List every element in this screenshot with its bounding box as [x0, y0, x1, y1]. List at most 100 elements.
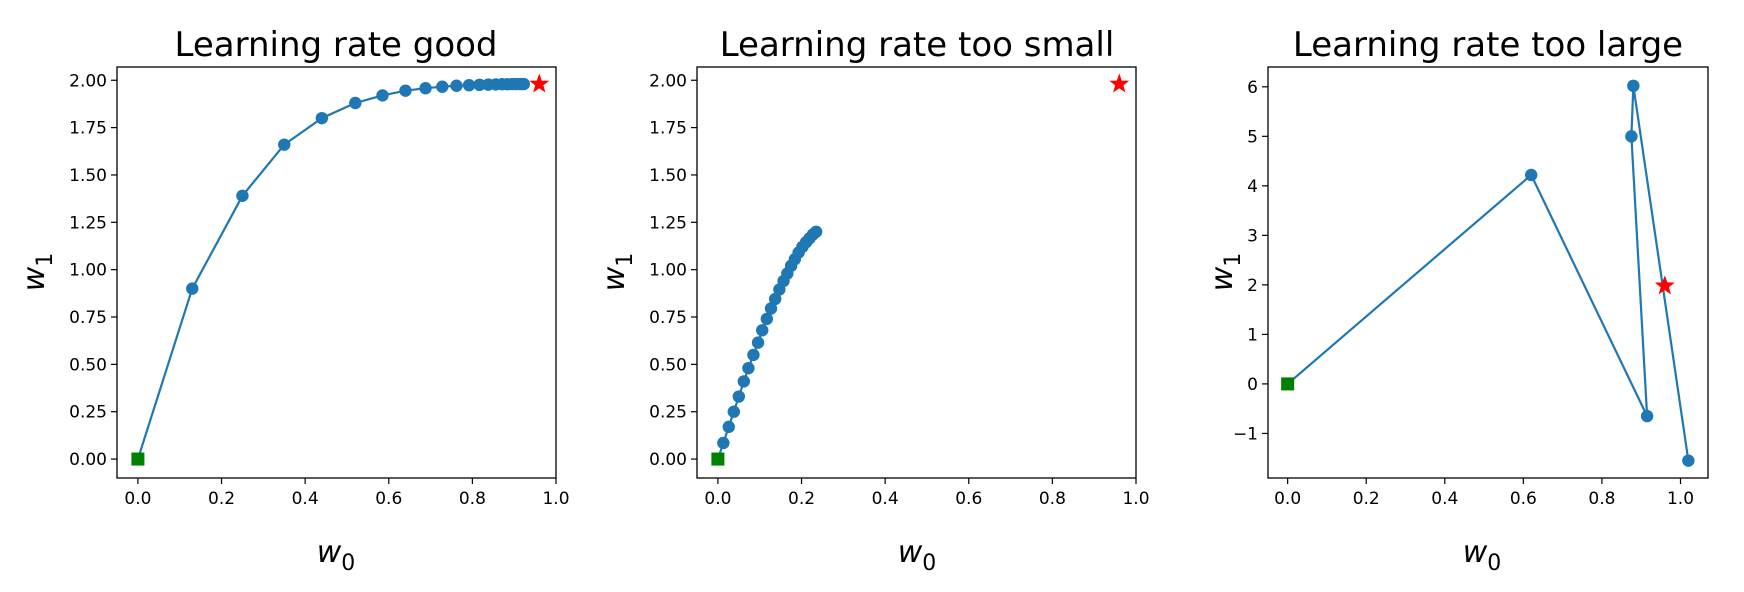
panel-learning-rate-too-large: Learning rate too large 0.0 0.2 0.4 0.6 0.8 1… — [1205, 25, 1709, 576]
x-tick-label: 0.8 — [1039, 489, 1066, 509]
data-point — [809, 225, 823, 238]
data-point — [1627, 79, 1640, 93]
data-point — [732, 390, 746, 403]
plot-area: 0.0 0.2 0.4 0.6 0.8 1.0 0.00 0.25 0.50 0.75 1.00 1.… — [69, 66, 570, 509]
y-tick-label: 1 — [1247, 325, 1258, 345]
data-point — [450, 79, 463, 92]
chart-title: Learning rate good — [174, 25, 497, 65]
y-tick-label: 0.25 — [649, 403, 687, 423]
y-tick-label: 2.00 — [649, 71, 687, 91]
x-tick-label: 0.8 — [459, 489, 486, 509]
data-point — [278, 138, 291, 151]
x-tick-label: 0.6 — [1510, 489, 1537, 509]
x-tick-label: 1.0 — [1122, 489, 1149, 509]
x-tick-label: 0.0 — [1274, 489, 1301, 509]
data-point — [399, 84, 412, 97]
y-tick-label: 0.50 — [69, 355, 107, 375]
y-tick-label: 1.50 — [649, 166, 687, 186]
y-tick-label: 0.00 — [69, 450, 107, 470]
y-axis-label: w1 — [17, 253, 58, 292]
target-star-marker — [529, 73, 550, 93]
start-marker — [711, 452, 725, 466]
x-tick-label: 0.4 — [292, 489, 319, 509]
data-point — [186, 282, 199, 295]
y-tick-label: 4 — [1247, 177, 1258, 197]
data-point — [722, 420, 735, 434]
x-tick-label: 1.0 — [1667, 489, 1694, 509]
x-tick-label: 0.2 — [208, 489, 235, 509]
data-point — [760, 312, 774, 326]
data-point — [717, 436, 730, 450]
x-tick-label: 0.8 — [1588, 489, 1615, 509]
y-tick-label: 1.50 — [69, 166, 107, 186]
y-tick-label: 1.75 — [69, 119, 107, 139]
data-point — [742, 361, 755, 375]
y-tick-label: 0.00 — [649, 450, 687, 470]
chart-title: Learning rate too small — [720, 25, 1115, 65]
data-point — [764, 302, 778, 315]
data-point — [517, 77, 531, 91]
data-point — [747, 348, 760, 362]
data-point — [768, 292, 782, 306]
data-point — [1525, 168, 1538, 182]
x-tick-label: 0.0 — [704, 489, 731, 509]
x-tick-label: 0.4 — [1431, 489, 1458, 509]
x-tick-label: 0.6 — [955, 489, 982, 509]
y-axis-label: w1 — [597, 253, 638, 292]
data-point — [727, 405, 740, 418]
y-tick-label: 0.75 — [649, 308, 687, 328]
x-axis-label: w0 — [1463, 535, 1502, 576]
data-point — [1625, 130, 1638, 143]
x-tick-label: 0.2 — [788, 489, 815, 509]
data-point — [473, 78, 486, 92]
y-tick-label: 2 — [1247, 276, 1258, 296]
y-tick-label: 0.50 — [649, 355, 687, 375]
panel-learning-rate-too-small: Learning rate too small 0.0 0.2 0.4 0.6 0.8 1… — [597, 25, 1150, 576]
y-tick-label: 6 — [1247, 78, 1258, 98]
y-tick-label: 1.00 — [649, 261, 687, 281]
start-marker — [1281, 377, 1295, 391]
data-point — [349, 96, 362, 110]
target-star-marker — [1109, 73, 1130, 93]
y-tick-label: −1 — [1233, 424, 1258, 444]
data-point — [376, 89, 389, 102]
y-tick-label: 5 — [1247, 127, 1258, 147]
x-tick-label: 0.4 — [872, 489, 899, 509]
x-axis-label: w0 — [898, 535, 937, 576]
data-point — [462, 78, 476, 92]
y-tick-label: 0.75 — [69, 308, 107, 328]
y-tick-label: 0 — [1247, 375, 1258, 395]
start-marker — [131, 452, 145, 466]
data-point — [236, 189, 249, 202]
data-point — [436, 80, 449, 93]
data-point — [1682, 454, 1695, 467]
y-tick-label: 1.00 — [69, 261, 107, 281]
y-axis-label: w1 — [1205, 253, 1246, 292]
data-point — [1640, 409, 1654, 423]
data-point — [756, 324, 769, 337]
series-line — [136, 82, 524, 460]
plot-area: 0.0 0.2 0.4 0.6 0.8 1.0 −1 0 1 2 3 4 5 6 — [1233, 66, 1709, 509]
y-tick-label: 0.25 — [69, 403, 107, 423]
panel-learning-rate-good: Learning rate good 0.0 0.2 0.4 0.6 0.8 1.00.0… — [17, 25, 570, 576]
x-tick-label: 0.0 — [124, 489, 151, 509]
y-tick-label: 1.75 — [649, 119, 687, 139]
axes-frame — [116, 66, 557, 479]
y-tick-label: 1.25 — [69, 213, 107, 233]
x-tick-label: 0.6 — [375, 489, 402, 509]
target-star-marker — [1654, 275, 1675, 295]
x-tick-label: 0.2 — [1353, 489, 1380, 509]
series-line — [1286, 85, 1690, 461]
axes-frame — [1267, 66, 1709, 479]
data-point — [419, 82, 432, 95]
chart-title: Learning rate too large — [1293, 25, 1683, 65]
y-tick-label: 1.25 — [649, 213, 687, 233]
data-point — [751, 336, 765, 349]
y-tick-label: 3 — [1247, 226, 1258, 246]
data-point — [737, 375, 751, 388]
y-tick-label: 2.00 — [69, 71, 107, 91]
plot-area: 0.0 0.2 0.4 0.6 0.8 1.0 0.00 0.25 0.50 0.75 1.00 1.… — [649, 66, 1150, 509]
axes-frame — [696, 66, 1137, 479]
data-point — [315, 111, 329, 125]
x-axis-label: w0 — [317, 535, 356, 576]
